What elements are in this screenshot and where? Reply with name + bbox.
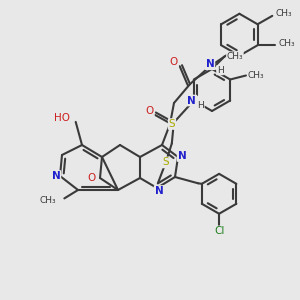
Text: H: H bbox=[217, 66, 224, 75]
Text: S: S bbox=[163, 158, 169, 167]
Text: CH₃: CH₃ bbox=[248, 71, 265, 80]
Text: N: N bbox=[178, 151, 186, 161]
Text: O: O bbox=[88, 173, 96, 183]
Text: N: N bbox=[154, 186, 164, 196]
Text: H: H bbox=[197, 101, 204, 110]
Text: O: O bbox=[170, 57, 178, 67]
Text: N: N bbox=[52, 171, 60, 181]
Text: O: O bbox=[146, 106, 154, 116]
Text: S: S bbox=[169, 119, 175, 129]
Text: N: N bbox=[206, 59, 214, 69]
Text: CH₃: CH₃ bbox=[40, 196, 56, 205]
Text: CH₃: CH₃ bbox=[275, 9, 292, 18]
Text: CH₃: CH₃ bbox=[226, 52, 243, 61]
Text: CH₃: CH₃ bbox=[278, 39, 295, 48]
Text: Cl: Cl bbox=[214, 226, 224, 236]
Text: HO: HO bbox=[54, 113, 70, 123]
Text: N: N bbox=[188, 95, 196, 106]
